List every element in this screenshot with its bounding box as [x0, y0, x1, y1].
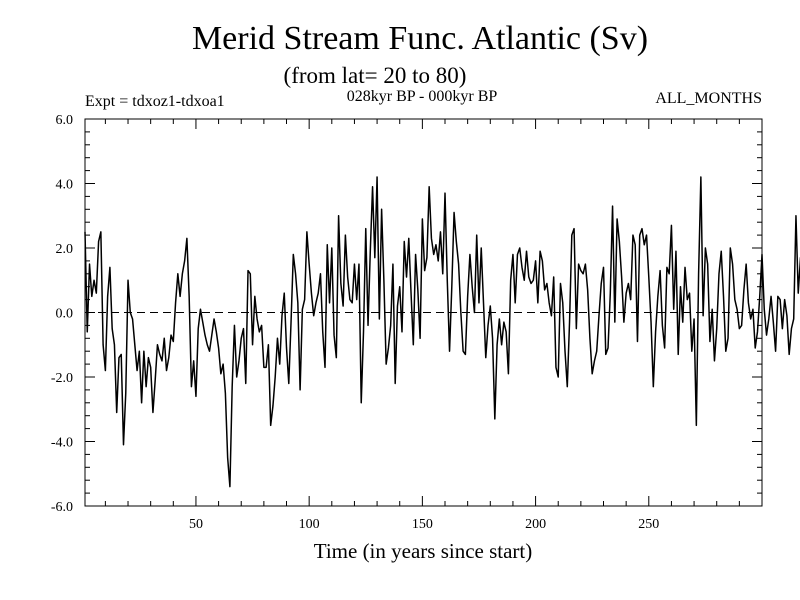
y-tick-label: 2.0 [56, 242, 74, 257]
chart-title: Merid Stream Func. Atlantic (Sv) [192, 20, 648, 57]
chart-subtitle: (from lat= 20 to 80) [284, 63, 467, 88]
x-tick-label: 50 [189, 517, 203, 532]
months-label: ALL_MONTHS [655, 90, 762, 107]
y-axis: -6.0 -4.0 -2.0 0.0 2.0 4.0 6.0 [51, 113, 762, 515]
y-tick-label: -6.0 [51, 500, 73, 515]
x-axis: 50 100 150 200 250 [189, 119, 659, 532]
experiment-label: Expt = tdxoz1-tdxoa1 [85, 93, 225, 110]
x-axis-label: Time (in years since start) [314, 539, 533, 563]
y-tick-label: -2.0 [51, 371, 73, 386]
y-tick-label: 6.0 [56, 113, 74, 128]
x-tick-label: 100 [299, 517, 320, 532]
period-label: 028kyr BP - 000kyr BP [347, 88, 498, 105]
x-tick-label: 250 [638, 517, 659, 532]
y-tick-label: -4.0 [51, 436, 73, 451]
x-tick-label: 150 [412, 517, 433, 532]
x-tick-label: 200 [525, 517, 546, 532]
series-group [84, 176, 800, 488]
minor-ticks [85, 119, 762, 506]
series-line [84, 176, 800, 488]
y-tick-label: 0.0 [56, 307, 74, 322]
y-tick-label: 4.0 [56, 178, 74, 193]
